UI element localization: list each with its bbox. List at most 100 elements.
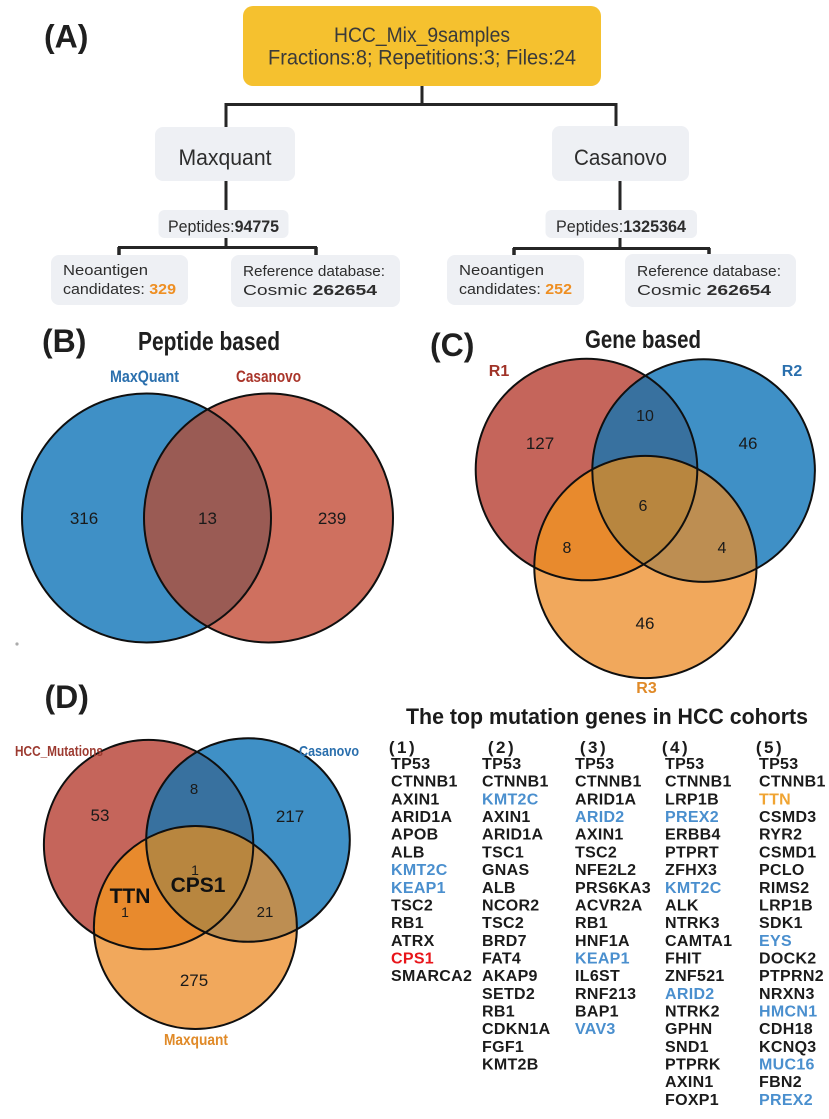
svg-text:ALB: ALB (482, 880, 516, 897)
svg-text:PTPRT: PTPRT (665, 844, 719, 861)
svg-text:candidates: 252: candidates: 252 (459, 281, 572, 298)
svg-text:(D): (D) (45, 679, 89, 715)
svg-text:PCLO: PCLO (759, 862, 805, 879)
svg-text:316: 316 (70, 509, 98, 528)
svg-text:Maxquant: Maxquant (179, 145, 272, 170)
svg-text:AKAP9: AKAP9 (482, 968, 538, 985)
svg-text:CSMD1: CSMD1 (759, 844, 817, 861)
svg-text:The top mutation genes in HCC: The top mutation genes in HCC cohorts (406, 704, 808, 729)
svg-text:8: 8 (563, 540, 572, 557)
svg-text:GNAS: GNAS (482, 862, 529, 879)
svg-text:CTNNB1: CTNNB1 (665, 774, 732, 791)
svg-text:RB1: RB1 (391, 915, 424, 932)
svg-text:PTPRN2: PTPRN2 (759, 968, 824, 985)
svg-text:(B): (B) (42, 323, 86, 359)
svg-text:BAP1: BAP1 (575, 1004, 619, 1021)
svg-text:(A): (A) (44, 19, 88, 55)
svg-text:HCC_Mix_9samples: HCC_Mix_9samples (334, 23, 510, 47)
svg-text:ARID2: ARID2 (575, 809, 625, 826)
svg-text:RNF213: RNF213 (575, 986, 636, 1003)
svg-text:TTN: TTN (110, 885, 151, 908)
svg-text:CTNNB1: CTNNB1 (391, 774, 458, 791)
svg-text:Maxquant: Maxquant (164, 1032, 229, 1049)
svg-text:SDK1: SDK1 (759, 915, 803, 932)
svg-text:53: 53 (91, 806, 110, 825)
svg-text:46: 46 (739, 434, 758, 453)
svg-text:PREX2: PREX2 (759, 1092, 813, 1109)
svg-text:Peptides:1325364: Peptides:1325364 (556, 218, 687, 236)
svg-text:NCOR2: NCOR2 (482, 897, 540, 914)
svg-text:ZNF521: ZNF521 (665, 968, 725, 985)
svg-text:FBN2: FBN2 (759, 1074, 802, 1091)
svg-text:HCC_Mutations: HCC_Mutations (15, 744, 103, 760)
svg-text:RIMS2: RIMS2 (759, 880, 809, 897)
svg-text:KMT2C: KMT2C (665, 880, 722, 897)
svg-text:21: 21 (257, 904, 274, 921)
svg-text:PRS6KA3: PRS6KA3 (575, 880, 651, 897)
svg-text:Neoantigen: Neoantigen (63, 262, 148, 279)
svg-text:AXIN1: AXIN1 (391, 791, 440, 808)
svg-text:10: 10 (636, 408, 654, 425)
svg-text:ARID1A: ARID1A (391, 809, 453, 826)
svg-text:NTRK3: NTRK3 (665, 915, 720, 932)
svg-text:AXIN1: AXIN1 (482, 809, 531, 826)
svg-text:Reference database:: Reference database: (243, 263, 385, 280)
svg-text:1: 1 (121, 904, 129, 920)
svg-text:FOXP1: FOXP1 (665, 1092, 719, 1109)
svg-text:Cosmic 262654: Cosmic 262654 (637, 282, 772, 299)
svg-text:SETD2: SETD2 (482, 986, 535, 1003)
svg-text:BRD7: BRD7 (482, 933, 527, 950)
svg-text:LRP1B: LRP1B (759, 897, 813, 914)
svg-text:275: 275 (180, 971, 208, 990)
svg-text:NFE2L2: NFE2L2 (575, 862, 636, 879)
svg-text:FHIT: FHIT (665, 951, 702, 968)
svg-text:(1): (1) (389, 738, 417, 757)
svg-text:TSC2: TSC2 (482, 915, 524, 932)
svg-text:KEAP1: KEAP1 (575, 951, 630, 968)
svg-text:TP53: TP53 (575, 756, 614, 773)
svg-text:TP53: TP53 (665, 756, 704, 773)
svg-text:CPS1: CPS1 (391, 951, 434, 968)
svg-text:GPHN: GPHN (665, 1021, 712, 1038)
svg-text:TSC2: TSC2 (391, 897, 433, 914)
svg-text:TTN: TTN (759, 791, 791, 808)
svg-text:(4): (4) (662, 738, 690, 757)
svg-text:EYS: EYS (759, 933, 792, 950)
svg-text:RYR2: RYR2 (759, 827, 802, 844)
svg-text:HNF1A: HNF1A (575, 933, 630, 950)
svg-text:CDH18: CDH18 (759, 1021, 813, 1038)
svg-text:46: 46 (636, 614, 655, 633)
svg-text:Casanovo: Casanovo (574, 145, 667, 170)
svg-text:CTNNB1: CTNNB1 (575, 774, 642, 791)
svg-text:AXIN1: AXIN1 (665, 1074, 714, 1091)
svg-text:1: 1 (191, 862, 199, 878)
svg-text:ALB: ALB (391, 844, 425, 861)
svg-text:Fractions:8; Repetitions:3; Fi: Fractions:8; Repetitions:3; Files:24 (268, 46, 576, 70)
svg-text:R1: R1 (489, 363, 510, 380)
svg-text:CTNNB1: CTNNB1 (759, 774, 826, 791)
svg-text:VAV3: VAV3 (575, 1021, 616, 1038)
svg-text:CAMTA1: CAMTA1 (665, 933, 732, 950)
svg-text:8: 8 (190, 781, 198, 798)
svg-text:KEAP1: KEAP1 (391, 880, 446, 897)
svg-text:217: 217 (276, 807, 304, 826)
svg-text:PREX2: PREX2 (665, 809, 719, 826)
svg-text:CPS1: CPS1 (171, 874, 226, 897)
svg-text:Cosmic 262654: Cosmic 262654 (243, 282, 378, 299)
svg-text:AXIN1: AXIN1 (575, 827, 624, 844)
svg-text:TP53: TP53 (759, 756, 798, 773)
svg-text:KCNQ3: KCNQ3 (759, 1039, 817, 1056)
svg-text:(C): (C) (430, 327, 474, 363)
svg-text:ALK: ALK (665, 897, 699, 914)
svg-text:Peptide based: Peptide based (138, 326, 280, 356)
svg-text:KMT2B: KMT2B (482, 1057, 539, 1074)
svg-text:ATRX: ATRX (391, 933, 435, 950)
svg-text:CDKN1A: CDKN1A (482, 1021, 551, 1038)
svg-text:127: 127 (526, 434, 554, 453)
svg-text:MUC16: MUC16 (759, 1057, 815, 1074)
svg-text:ARID1A: ARID1A (575, 791, 637, 808)
svg-text:NTRK2: NTRK2 (665, 1004, 720, 1021)
svg-text:SND1: SND1 (665, 1039, 709, 1056)
svg-text:SMARCA2: SMARCA2 (391, 968, 472, 985)
svg-text:(5): (5) (756, 738, 784, 757)
